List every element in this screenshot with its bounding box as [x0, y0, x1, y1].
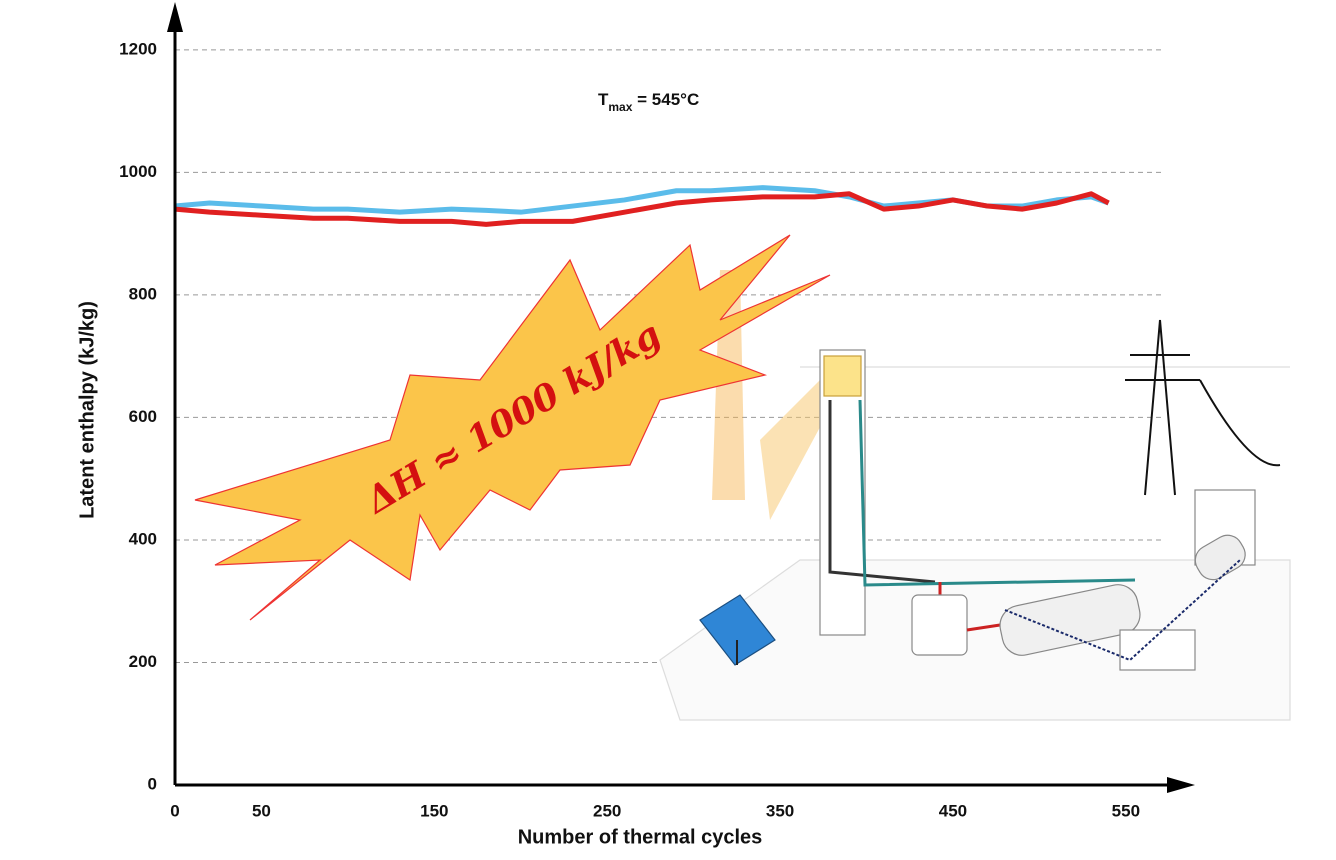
y-tick-label: 1200: [119, 39, 157, 58]
illustration: [659, 270, 1291, 721]
tmax-main: T: [598, 90, 609, 109]
y-axis-arrow: [167, 2, 183, 32]
x-tick-label: 350: [766, 801, 794, 820]
y-tick-label: 1000: [119, 162, 157, 181]
tmax-annotation: Tmax = 545°C: [598, 90, 699, 114]
x-axis-arrow: [1167, 777, 1195, 793]
series-line: [174, 191, 1110, 227]
x-tick-label: 250: [593, 801, 621, 820]
x-tick-label: 0: [170, 801, 179, 820]
x-tick-label: 50: [252, 801, 271, 820]
y-tick-label: 200: [129, 652, 157, 671]
x-tick-label: 550: [1112, 801, 1140, 820]
y-tick-label: 800: [129, 284, 157, 303]
x-axis-label: Number of thermal cycles: [518, 826, 763, 848]
tmax-sub: max: [608, 100, 632, 114]
tmax-suffix: = 545°C: [632, 90, 699, 109]
y-tick-label: 400: [129, 529, 157, 548]
x-tick-label: 450: [939, 801, 967, 820]
y-axis-label: Latent enthalpy (kJ/kg): [76, 301, 98, 519]
starburst: [194, 234, 831, 621]
y-tick-label: 0: [148, 774, 157, 793]
y-tick-label: 600: [129, 407, 157, 426]
x-tick-label: 150: [420, 801, 448, 820]
